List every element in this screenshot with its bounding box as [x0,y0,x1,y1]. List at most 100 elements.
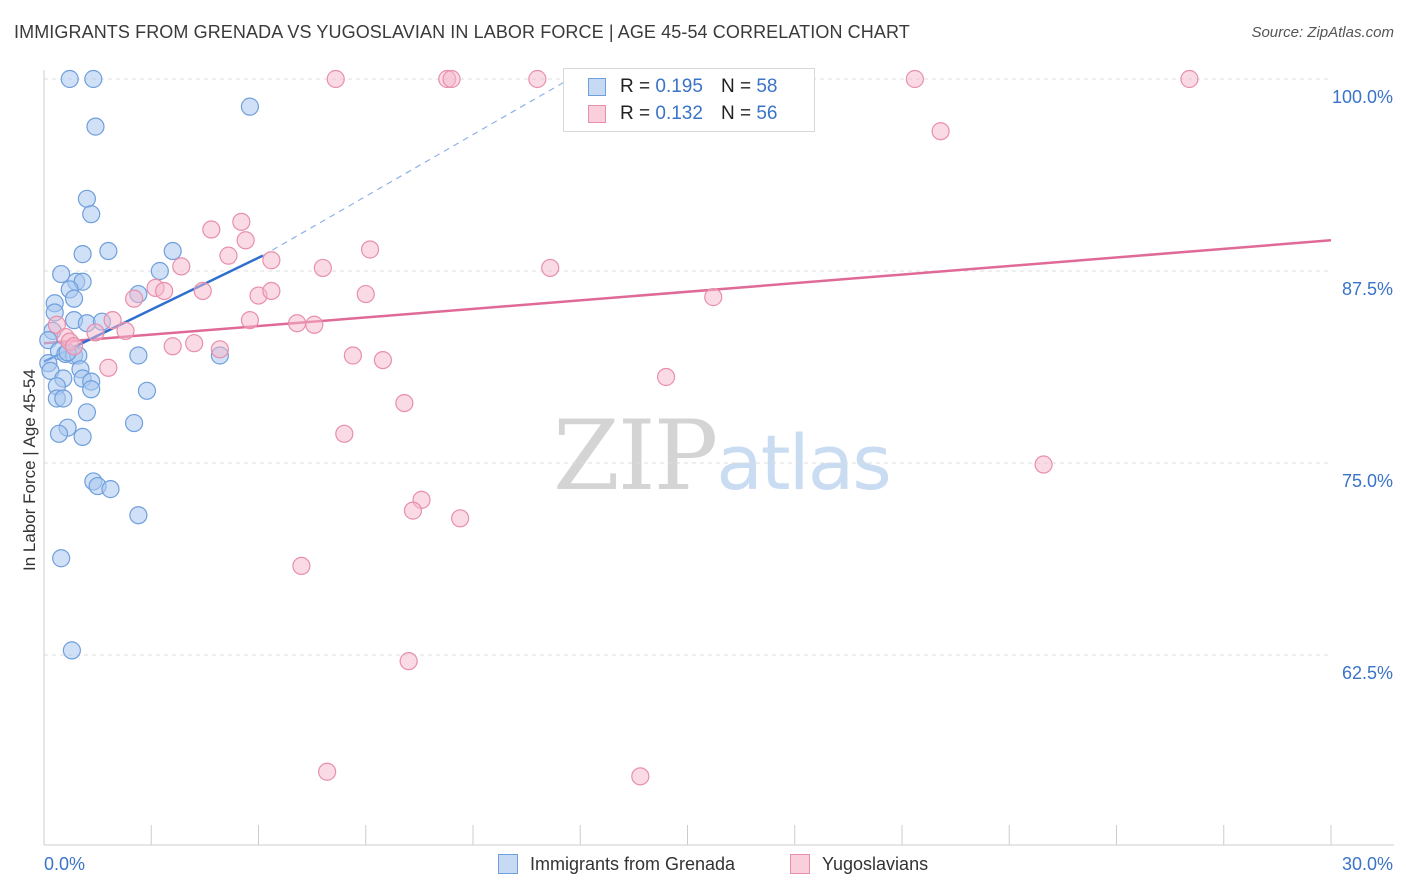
point-grenada [240,97,260,116]
axes [43,70,1394,846]
series-legend-label: Immigrants from Grenada [530,853,736,874]
point-yugoslavians [373,350,393,370]
point-grenada [77,403,97,422]
point-grenada [52,549,71,568]
point-yugoslavians [318,762,337,781]
point-grenada [82,205,101,224]
point-yugoslavians [335,424,354,443]
y-tick-label: 62.5% [1342,663,1393,683]
x-tick-label: 0.0% [44,854,85,874]
point-yugoslavians [103,311,122,330]
chart-title: IMMIGRANTS FROM GRENADA VS YUGOSLAVIAN I… [14,22,910,42]
point-yugoslavians [343,346,362,365]
x-tick-label: 30.0% [1342,854,1393,874]
point-grenada [163,241,182,261]
point-yugoslavians [124,289,144,308]
point-yugoslavians [64,337,84,356]
point-yugoslavians [1180,69,1199,89]
y-axis-label: In Labor Force | Age 45-54 [20,369,39,571]
legend-row-yugoslavians: R = 0.132 N = 56 [588,102,777,126]
point-grenada [82,380,101,399]
point-yugoslavians [202,220,221,239]
point-yugoslavians [185,334,204,353]
point-grenada [124,413,144,433]
legend-r-label: R = [620,76,651,97]
legend-swatch-pink [588,105,606,123]
point-yugoslavians [172,257,191,276]
point-grenada [62,641,81,660]
point-yugoslavians [656,367,676,387]
legend-n-value: 58 [756,76,778,97]
point-yugoslavians [155,281,174,301]
point-grenada [64,289,84,308]
point-grenada [73,245,92,264]
point-grenada [129,506,148,525]
point-yugoslavians [442,69,461,89]
point-yugoslavians [210,340,229,359]
legend-n-label: N = [720,76,752,97]
point-yugoslavians [236,231,255,250]
point-grenada [137,381,157,400]
trend-line-grenada-extension [262,72,581,257]
gridlines [44,78,1331,656]
point-yugoslavians [313,258,332,278]
point-yugoslavians [395,393,414,413]
point-yugoslavians [356,284,375,304]
point-yugoslavians [262,251,281,270]
point-yugoslavians [163,337,182,356]
point-grenada [73,427,92,446]
series-swatch-blue [498,854,518,874]
point-yugoslavians [541,258,560,278]
point-yugoslavians [99,358,118,377]
point-yugoslavians [262,281,281,301]
point-yugoslavians [116,321,135,341]
point-grenada [150,261,169,281]
point-yugoslavians [1034,455,1053,474]
watermark-zip: ZIP [553,400,718,512]
point-yugoslavians [86,323,105,342]
legend-swatch-blue [588,78,606,96]
point-yugoslavians [631,767,650,786]
point-grenada [86,117,105,136]
point-yugoslavians [219,246,238,265]
point-yugoslavians [240,311,260,330]
point-yugoslavians [399,652,418,671]
point-yugoslavians [528,69,547,89]
y-tick-label: 87.5% [1342,279,1393,299]
point-yugoslavians [905,69,924,89]
legend-n-label: N = [720,103,752,124]
y-tick-label: 100.0% [1332,87,1393,107]
legend-row-grenada: R = 0.195 N = 58 [588,75,777,99]
series-legend-label: Yugoslavians [822,853,929,874]
point-yugoslavians [931,122,950,141]
source-credit: Source: ZipAtlas.com [1251,24,1394,41]
correlation-legend: R = 0.195 N = 58 R = 0.132 N = 56 [563,68,815,132]
point-grenada [99,241,118,261]
point-yugoslavians [193,281,212,301]
point-yugoslavians [403,501,423,520]
point-yugoslavians [451,509,470,528]
y-tick-label: 75.0% [1342,471,1393,491]
series-legend-grenada: Immigrants from Grenada [498,852,735,876]
data-points [39,69,1199,786]
legend-r-label: R = [620,103,651,124]
tick-labels: 100.0% 87.5% 75.0% 62.5% 0.0% 30.0% [44,87,1393,874]
point-grenada [101,480,120,499]
legend-r-value: 0.132 [655,103,703,124]
trend-line-yugoslavians [43,239,1332,345]
point-grenada [52,264,71,284]
series-legend-yugoslavians: Yugoslavians [790,852,928,876]
point-grenada [49,424,69,443]
point-yugoslavians [288,314,307,333]
point-grenada [39,331,58,350]
point-yugoslavians [232,212,251,231]
point-yugoslavians [305,315,324,334]
point-yugoslavians [360,240,380,259]
point-yugoslavians [292,556,311,576]
point-grenada [60,69,79,89]
series-swatch-pink [790,854,810,874]
legend-n-value: 56 [756,103,778,124]
point-grenada [54,389,73,408]
legend-r-value: 0.195 [655,76,703,97]
